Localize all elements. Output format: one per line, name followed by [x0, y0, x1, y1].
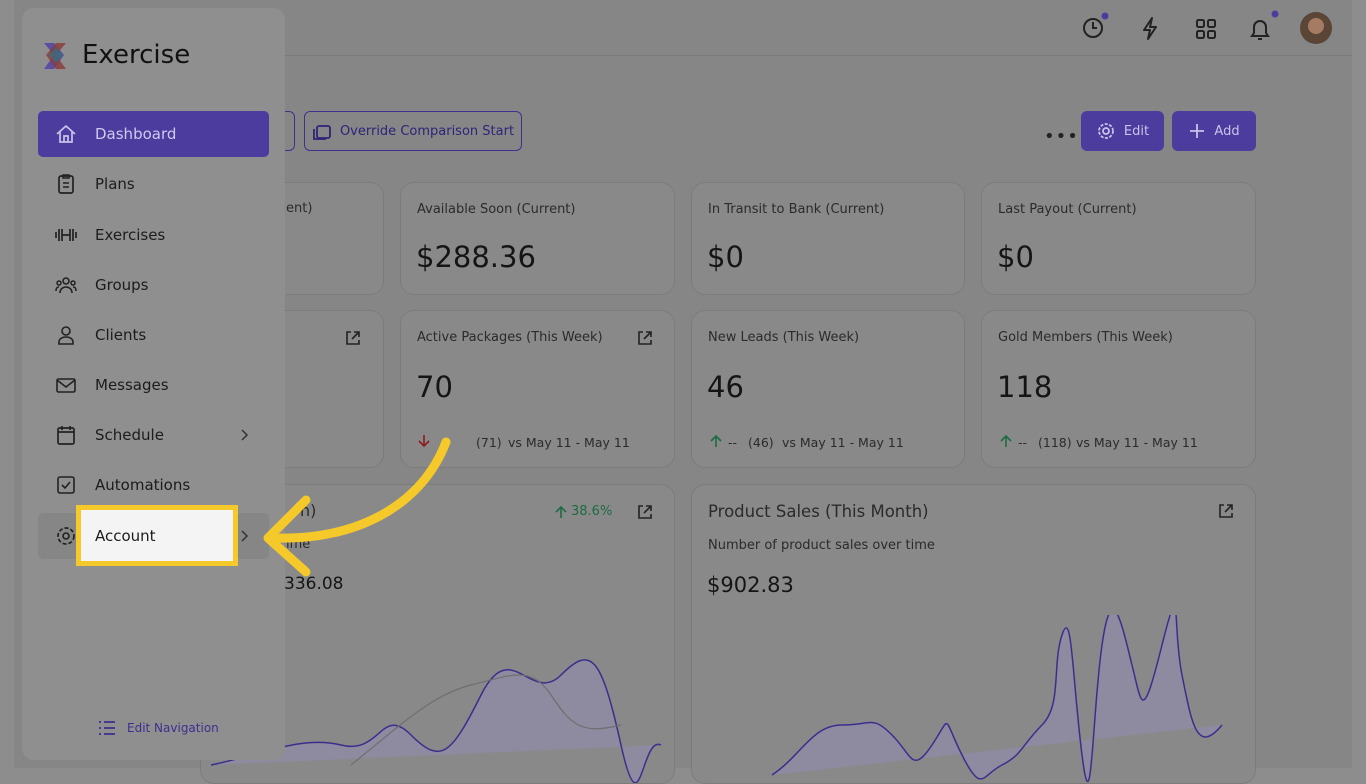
dumbbell-icon — [55, 229, 77, 241]
chevron — [241, 429, 249, 441]
card-value: $0 — [707, 240, 744, 274]
card-label: In Transit to Bank (Current) — [708, 202, 885, 217]
add-label: Add — [1214, 123, 1240, 139]
plus-icon — [1190, 124, 1205, 138]
sales-chart — [771, 615, 1223, 783]
sales-chart — [210, 659, 662, 783]
plans-icon — [58, 174, 74, 194]
calendar-icon — [57, 426, 75, 445]
card-value: 46 — [707, 370, 744, 404]
card-value: $288.36 — [416, 240, 536, 274]
chart-title: h) — [300, 501, 317, 520]
edit-button[interactable]: Edit — [1081, 111, 1164, 151]
card: In Transit to Bank (Current) $0 — [691, 182, 965, 295]
chart-title: Product Sales (This Month) — [708, 502, 929, 521]
header-divider — [285, 55, 1352, 56]
previous-value: (118) — [1038, 435, 1072, 450]
card-label: Last Payout (Current) — [998, 202, 1137, 217]
chart-card: Product Sales (This Month) Number of pro… — [691, 484, 1256, 784]
card-label: ent) — [286, 201, 313, 216]
nav-item[interactable]: Automations — [95, 476, 191, 494]
compare-range: vs May 11 - May 11 — [1076, 435, 1198, 450]
calendar-icon — [313, 125, 331, 140]
card: Active Packages (This Week) 70 (71) vs M… — [400, 310, 675, 468]
nav-item[interactable]: Exercises — [95, 226, 166, 244]
card: New Leads (This Week) 46 -- (46) vs May … — [691, 310, 965, 468]
card: Last Payout (Current) $0 — [981, 182, 1256, 295]
chevron — [241, 530, 249, 542]
nav-item[interactable]: Plans — [95, 175, 135, 193]
chart-value: 336.08 — [284, 574, 344, 594]
client-icon — [58, 326, 74, 345]
compare-range: vs May 11 - May 11 — [782, 435, 904, 450]
header-icons — [1083, 10, 1332, 44]
chart-subtitle: Number of product sales over time — [708, 538, 935, 553]
more-dots[interactable]: ••• — [1044, 126, 1079, 147]
up-arrow — [1000, 434, 1012, 447]
nav-item[interactable]: Schedule — [95, 426, 164, 444]
edit-label: Edit — [1123, 123, 1150, 139]
nav-item[interactable]: Groups — [95, 276, 149, 294]
card: Available Soon (Current) $288.36 — [400, 182, 675, 295]
nav-item[interactable]: Dashboard — [95, 125, 177, 143]
chart-value: $902.83 — [707, 573, 794, 597]
edit-navigation[interactable]: Edit Navigation — [127, 721, 219, 735]
chart-subtitle: ime — [286, 537, 311, 552]
external-link-icon[interactable] — [1218, 503, 1234, 519]
mail-icon — [56, 378, 76, 393]
card-value: 118 — [997, 370, 1053, 404]
nav-item[interactable]: Account — [95, 527, 156, 545]
card-value: $0 — [997, 240, 1034, 274]
card-value: 70 — [416, 370, 453, 404]
nav-item[interactable]: Clients — [95, 326, 147, 344]
external-link-icon[interactable] — [637, 330, 653, 346]
override-button[interactable]: Override Comparison Start — [304, 111, 522, 151]
brand: Exercise — [82, 40, 191, 70]
home-icon — [56, 124, 76, 143]
up-arrow — [555, 505, 567, 518]
change: 38.6% — [571, 504, 613, 519]
override-label: Override Comparison Start — [339, 123, 515, 139]
change: -- — [728, 435, 738, 450]
card-label: Available Soon (Current) — [417, 202, 576, 217]
change: -- — [1018, 435, 1028, 450]
check-icon — [57, 476, 75, 494]
page: Override Comparison Start ••• Edit Add e… — [38, 10, 1352, 784]
list-icon — [99, 721, 115, 735]
groups-icon — [55, 277, 77, 294]
gear-icon — [57, 527, 75, 545]
compare-range: vs May 11 - May 11 — [508, 435, 630, 450]
highlight-box — [76, 505, 238, 566]
nav-item[interactable]: Messages — [95, 376, 169, 394]
up-arrow — [710, 434, 722, 447]
down-arrow — [418, 435, 430, 448]
previous-value: (71) — [476, 435, 502, 450]
gear-icon — [1098, 123, 1114, 139]
card-label: New Leads (This Week) — [708, 330, 860, 345]
card: Gold Members (This Week) 118 -- (118) vs… — [981, 310, 1256, 468]
card-label: Gold Members (This Week) — [998, 330, 1173, 345]
previous-value: (46) — [748, 435, 774, 450]
logo — [44, 43, 66, 69]
add-button[interactable]: Add — [1172, 111, 1256, 151]
card-label: Active Packages (This Week) — [417, 330, 603, 345]
nav-active-bg — [38, 111, 269, 157]
external-link-icon[interactable] — [637, 504, 653, 520]
external-link-icon[interactable] — [345, 330, 361, 346]
